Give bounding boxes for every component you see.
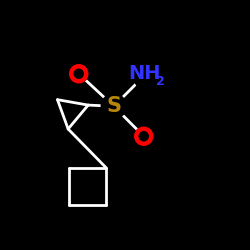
Circle shape (133, 56, 169, 92)
Circle shape (70, 65, 88, 83)
Text: 2: 2 (156, 75, 164, 88)
Circle shape (101, 94, 126, 119)
Text: S: S (106, 96, 121, 116)
Text: NH: NH (129, 64, 161, 83)
Circle shape (135, 127, 153, 145)
